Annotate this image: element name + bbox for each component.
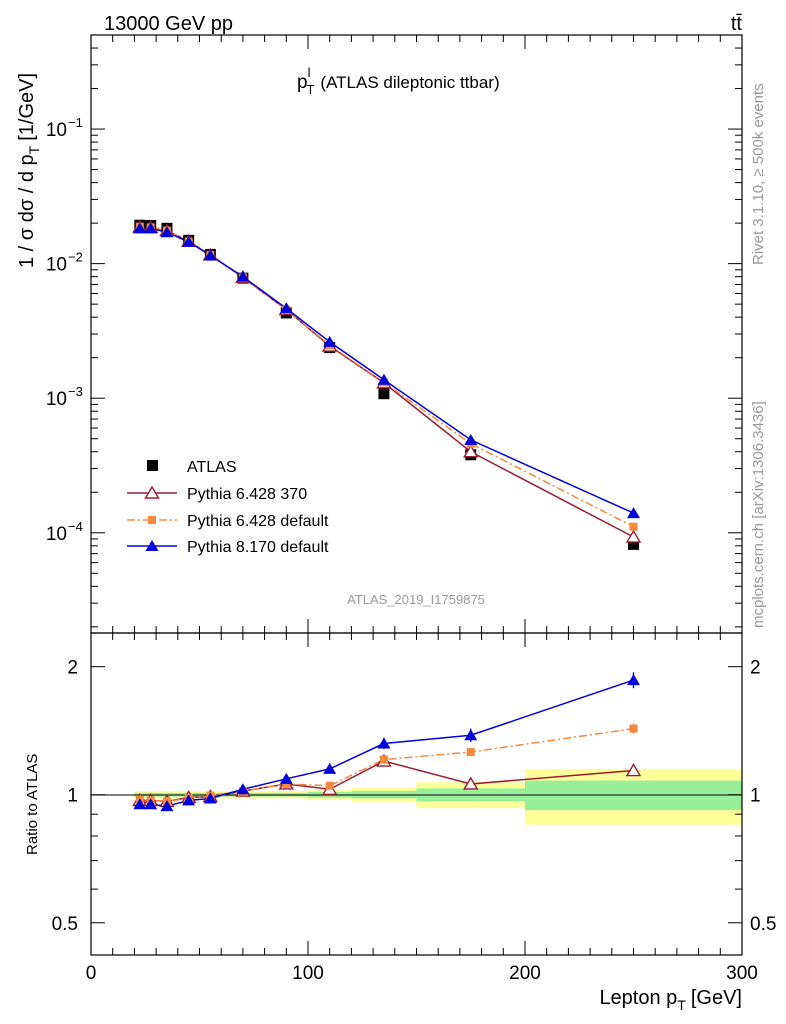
ratio-point-py8-default [377, 737, 391, 749]
main-plot-panel: 10−110−210−310−4 pl T (ATLAS dileptonic tt… [16, 34, 743, 634]
legend-marker-py8-default [145, 540, 159, 551]
ratio-point-py8-default [133, 798, 147, 810]
plot-title-main: p [297, 72, 308, 93]
header-process-label: tt̄ [731, 13, 743, 35]
main-y-tick-label: 10 [46, 389, 67, 410]
ratio-y-tick-label-left: 2 [67, 658, 78, 679]
analysis-id-label: ATLAS_2019_I1759875 [347, 592, 485, 607]
data-point-py8-default [182, 235, 196, 247]
main-y-axis-label-unit: [1/GeV] [16, 73, 38, 141]
data-point-py6-370 [625, 529, 642, 543]
main-y-tick-exponent: −2 [68, 250, 83, 265]
ratio-point-py8-default [160, 800, 174, 812]
data-point-py8-default [323, 335, 337, 347]
data-point-py6-370 [463, 444, 479, 458]
ratio-y-tick-label-left: 0.5 [52, 914, 78, 935]
ratio-y-axis-label: Ratio to ATLAS [24, 754, 41, 855]
x-axis-label-sub: T [677, 997, 686, 1013]
legend-marker-py6-default [148, 516, 156, 524]
data-point-py6-default [629, 522, 638, 531]
rivet-version-label: Rivet 3.1.10, ≥ 500k events [750, 83, 767, 265]
legend-label-py6-default: Pythia 6.428 default [187, 513, 329, 530]
data-point-py8-default [377, 373, 391, 385]
ratio-point-py8-default [279, 772, 293, 784]
main-y-tick-exponent: −4 [68, 519, 83, 534]
data-point-atlas [378, 388, 390, 400]
main-axis-ticks: 10−110−210−310−4 [46, 34, 743, 633]
ratio-y-tick-label-left: 1 [67, 786, 78, 807]
ratio-point-py8-default [236, 783, 250, 795]
ratio-y-tick-label-right: 2 [750, 658, 761, 679]
legend-label-py8-default: Pythia 8.170 default [187, 539, 329, 556]
ratio-point-py6-default [379, 755, 388, 764]
legend-label-atlas: ATLAS [187, 459, 237, 476]
ratio-point-py8-default [323, 762, 337, 774]
data-point-py8-default [627, 507, 640, 519]
plot-title-rest: (ATLAS dileptonic ttbar) [320, 73, 499, 92]
legend-marker-py6-370 [144, 485, 160, 499]
x-tick-label: 200 [509, 963, 541, 984]
data-point-atlas [628, 538, 639, 550]
plot-title: pl T (ATLAS dileptonic ttbar) [297, 65, 500, 97]
ratio-point-py6-default [466, 748, 475, 757]
ratio-point-py8-default [182, 794, 196, 806]
ratio-axis-ticks: 0.5 0.5 1 1 2 2 0 100 200 300 [52, 633, 776, 984]
ratio-point-py6-370 [463, 776, 479, 790]
ratio-point-py6-default [282, 779, 291, 788]
x-axis-label-main: Lepton p [599, 987, 677, 1009]
data-point-py8-default [133, 222, 147, 234]
main-y-tick-label: 10 [46, 255, 67, 276]
x-axis-label-unit: [GeV] [691, 987, 742, 1009]
legend-label-py6-370: Pythia 6.428 370 [187, 486, 307, 503]
legend: ATLAS Pythia 6.428 370 Pythia 6.428 defa… [127, 459, 329, 556]
series-line-2 [139, 225, 634, 528]
data-point-py8-default [236, 270, 250, 282]
main-y-axis-label-main: 1 / σ dσ / d p [16, 154, 38, 268]
ratio-point-py8-default [203, 792, 217, 804]
x-tick-label: 0 [86, 963, 97, 984]
main-series-markers [132, 219, 642, 550]
ratio-point-py6-default [629, 724, 638, 733]
data-point-py8-default [203, 249, 217, 261]
ratio-series-markers [132, 672, 642, 812]
plot-title-sub: T [306, 82, 314, 97]
ratio-point-py6-default [325, 781, 334, 790]
x-tick-label: 300 [726, 963, 758, 984]
ratio-point-py8-default [627, 674, 640, 686]
mcplots-credit-label: mcplots.cern.ch [arXiv:1306.3436] [750, 401, 767, 628]
main-y-axis-label: 1 / σ dσ / d pT [1/GeV] [16, 73, 42, 268]
plot-title-sup: l [308, 65, 311, 80]
ratio-plot-panel: 0.5 0.5 1 1 2 2 0 100 200 300 Ratio to ATLAS Lept… [24, 632, 776, 1013]
main-y-axis-label-sub: T [26, 145, 42, 154]
data-point-py8-default [279, 302, 293, 314]
x-tick-label: 100 [292, 963, 324, 984]
x-axis-label: Lepton pT [GeV] [599, 987, 742, 1013]
main-y-tick-exponent: −1 [68, 115, 83, 130]
ratio-y-tick-label-right: 1 [750, 786, 761, 807]
main-y-tick-label: 10 [46, 120, 67, 141]
data-point-py8-default [144, 222, 158, 234]
data-point-py8-default [464, 433, 478, 445]
legend-marker-atlas [147, 460, 158, 471]
data-point-py8-default [160, 226, 174, 238]
ratio-point-py8-default [464, 729, 478, 741]
ratio-uncertainty-bands [134, 768, 742, 825]
ratio-point-py8-default [144, 798, 158, 810]
ratio-y-tick-label-right: 0.5 [750, 914, 776, 935]
main-y-tick-exponent: −3 [68, 384, 83, 399]
main-y-tick-label: 10 [46, 524, 67, 545]
ratio-point-py6-370 [625, 763, 642, 777]
header-energy-label: 13000 GeV pp [104, 13, 233, 35]
